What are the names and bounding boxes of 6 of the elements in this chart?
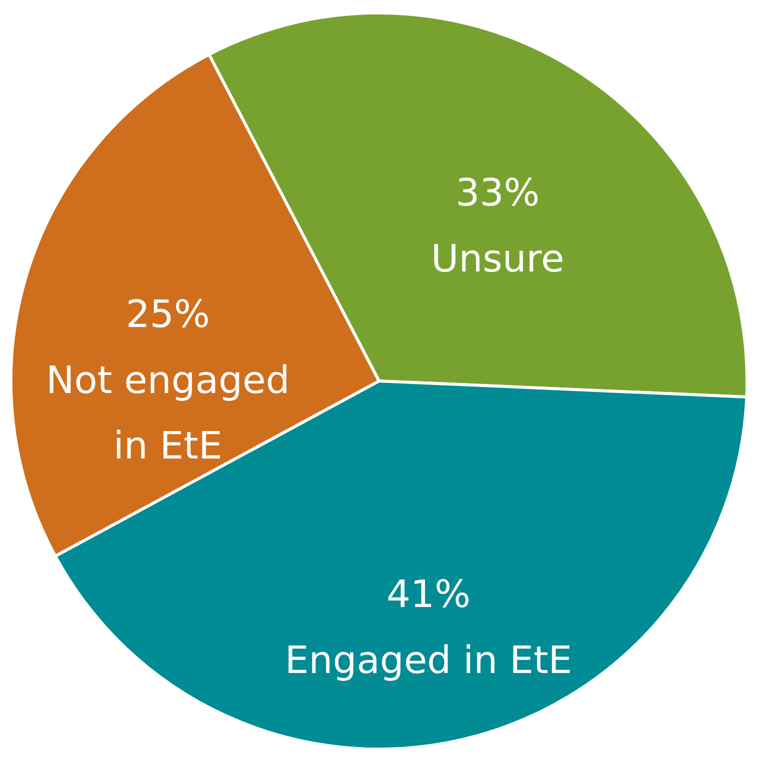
data-label: 25% [126,292,210,336]
data-label: 33% [456,170,540,215]
slice-label: Unsure [431,236,564,280]
slice-label: Engaged in EtE [284,638,572,682]
slice-label: Not engaged in EtE [46,358,290,468]
data-label: 41% [386,572,471,616]
